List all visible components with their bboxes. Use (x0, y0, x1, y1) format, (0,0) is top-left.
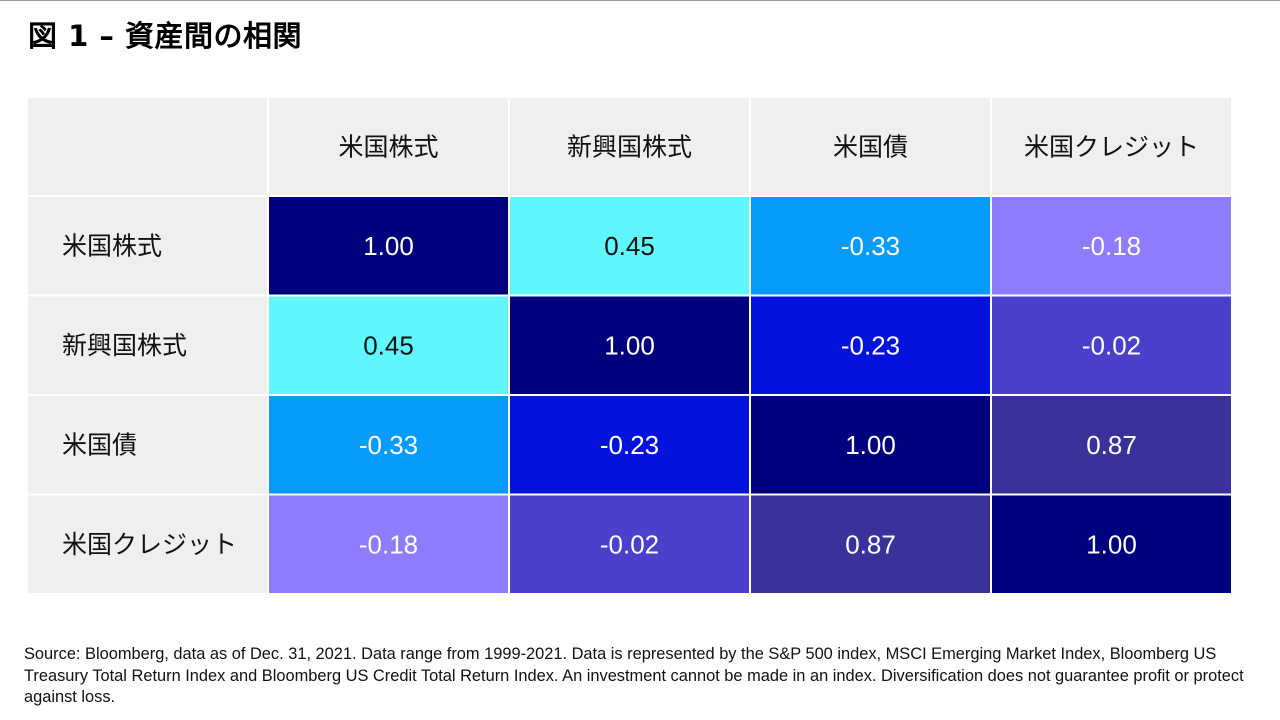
heatmap-cell (751, 296, 990, 394)
row-header-cell (28, 396, 267, 494)
heatmap-value-label: 1.00 (363, 231, 414, 261)
heatmap-value-label: -0.23 (600, 430, 659, 460)
column-header-label: 新興国株式 (567, 133, 692, 162)
column-header-label: 米国クレジット (1024, 133, 1199, 162)
heatmap-value-label: 1.00 (1086, 529, 1137, 559)
heatmap-value-label: -0.18 (1082, 231, 1141, 261)
row-header-cell (28, 296, 267, 394)
heatmap-cell (751, 495, 990, 593)
heatmap-cell (269, 396, 508, 494)
row-header-label: 米国クレジット (62, 530, 237, 559)
heatmap-value-label: 0.45 (363, 330, 414, 360)
heatmap-cell (510, 197, 749, 295)
correlation-heatmap: 米国株式 新興国株式 米国債 米国クレジット 米国株式 1.00 0.45 -0.33 -0.1… (28, 98, 1232, 594)
row-header-cell (28, 197, 267, 295)
heatmap-value-label: -0.02 (1082, 330, 1141, 360)
heatmap-value-label: 1.00 (845, 430, 896, 460)
heatmap-cell (269, 495, 508, 593)
row-header-label: 米国債 (62, 430, 137, 459)
source-note: Source: Bloomberg, data as of Dec. 31, 2… (24, 645, 1244, 706)
top-rule (0, 0, 1280, 1)
heatmap-cell (510, 495, 749, 593)
heatmap-cell (751, 197, 990, 295)
column-header-cell (751, 98, 990, 195)
row-header-label: 米国株式 (62, 231, 162, 260)
heatmap-cell (510, 296, 749, 394)
heatmap-value-label: -0.33 (841, 231, 900, 261)
heatmap-cell (751, 396, 990, 494)
column-header-cell (510, 98, 749, 195)
heatmap-cell (510, 396, 749, 494)
heatmap-value-label: 0.45 (604, 231, 655, 261)
row-header-cell (28, 495, 267, 593)
heatmap-cell (992, 296, 1231, 394)
chart-title: 図 1 – 資産間の相関 (28, 19, 302, 53)
heatmap-cell (992, 197, 1231, 295)
heatmap-value-label: -0.23 (841, 330, 900, 360)
heatmap-cell (992, 396, 1231, 494)
column-header-cell (992, 98, 1231, 195)
heatmap-cell (269, 197, 508, 295)
column-header-label: 米国株式 (338, 133, 438, 162)
heatmap-cell (992, 495, 1231, 593)
heatmap-value-label: -0.33 (359, 430, 418, 460)
column-header-cell (269, 98, 508, 195)
header-corner-cell (28, 98, 267, 195)
heatmap-value-label: -0.18 (359, 529, 418, 559)
heatmap-value-label: 0.87 (845, 529, 896, 559)
heatmap-value-label: -0.02 (600, 529, 659, 559)
row-header-label: 新興国株式 (62, 331, 187, 360)
heatmap-value-label: 1.00 (604, 330, 655, 360)
column-header-label: 米国債 (833, 133, 908, 162)
heatmap-cell (269, 296, 508, 394)
heatmap-value-label: 0.87 (1086, 430, 1137, 460)
